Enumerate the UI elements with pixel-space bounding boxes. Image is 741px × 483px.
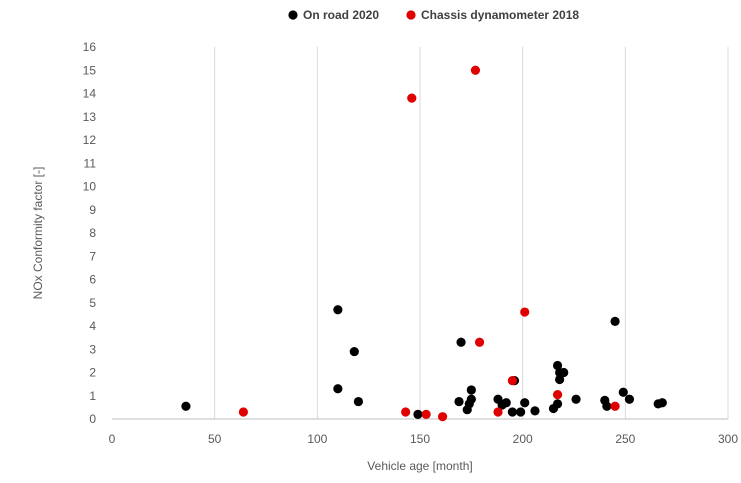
y-tick-label: 13 (83, 110, 97, 124)
grid-lines (214, 47, 729, 419)
x-axis-title: Vehicle age [month] (367, 459, 472, 473)
on-road-point (571, 394, 581, 404)
x-tick-label: 150 (410, 432, 430, 446)
y-tick-label: 11 (84, 156, 97, 170)
y-tick-label: 5 (89, 296, 96, 310)
y-tick-label: 9 (89, 203, 96, 217)
on-road-point (555, 374, 565, 385)
on-road-point (181, 401, 191, 411)
on-road-point (353, 396, 363, 407)
dyno-point (520, 307, 530, 317)
tick-labels: 0 50 100 150 200 250 3000123456789101112131415… (83, 40, 739, 446)
on-road-point (559, 367, 569, 378)
on-road-point (552, 399, 563, 409)
dyno-point (474, 337, 485, 347)
on-road-point (454, 396, 464, 407)
on-road-point (516, 407, 526, 417)
legend-marker (406, 10, 416, 20)
y-tick-label: 12 (83, 133, 97, 147)
on-road-point (520, 398, 530, 408)
dyno-point (470, 65, 481, 75)
x-tick-label: 100 (307, 432, 327, 446)
y-tick-label: 4 (89, 319, 96, 333)
on-road-point (507, 407, 517, 417)
dyno-point (552, 389, 563, 400)
dyno-point (610, 401, 620, 411)
y-tick-label: 7 (89, 249, 96, 263)
dyno-point (238, 407, 249, 417)
x-tick-label: 200 (513, 432, 533, 446)
x-tick-label: 250 (615, 432, 635, 446)
dyno-point (493, 407, 503, 417)
on-road-point (610, 316, 620, 326)
on-road-point (466, 394, 476, 404)
on-road-point (333, 384, 343, 394)
y-tick-label: 16 (83, 40, 97, 54)
on-road-point (333, 305, 343, 315)
y-tick-label: 3 (89, 342, 96, 356)
on-road-point (349, 346, 359, 357)
y-tick-label: 15 (83, 63, 97, 77)
dyno-point (437, 412, 448, 422)
x-tick-label: 50 (208, 432, 222, 446)
on-road-point (413, 409, 423, 419)
y-tick-label: 2 (89, 366, 96, 380)
legend-label: Chassis dynamometer 2018 (421, 8, 579, 22)
on-road-point (530, 406, 540, 416)
on-road-point (657, 398, 667, 408)
y-tick-label: 1 (89, 389, 96, 403)
y-tick-label: 10 (83, 180, 97, 194)
on-road-point (552, 360, 563, 371)
y-tick-label: 14 (83, 87, 97, 101)
y-axis-title: NOx Conformity factor [-] (31, 167, 45, 300)
x-tick-label: 300 (718, 432, 738, 446)
on-road-point (618, 387, 628, 397)
dyno-point (421, 409, 431, 419)
legend: On road 2020 Chassis dynamometer 2018 (288, 8, 579, 22)
dyno-point (507, 376, 517, 386)
dyno-point (401, 407, 411, 417)
data-points (181, 65, 667, 422)
on-road-point (466, 385, 476, 395)
x-tick-label: 0 (109, 432, 116, 446)
y-tick-label: 6 (89, 273, 96, 287)
on-road-point (501, 398, 511, 408)
y-tick-label: 8 (89, 226, 96, 240)
dyno-point (407, 93, 417, 103)
legend-marker (288, 10, 298, 20)
on-road-point (602, 401, 612, 411)
on-road-point (456, 337, 466, 347)
on-road-point (624, 394, 635, 404)
y-tick-label: 0 (89, 412, 96, 426)
legend-label: On road 2020 (303, 8, 379, 22)
